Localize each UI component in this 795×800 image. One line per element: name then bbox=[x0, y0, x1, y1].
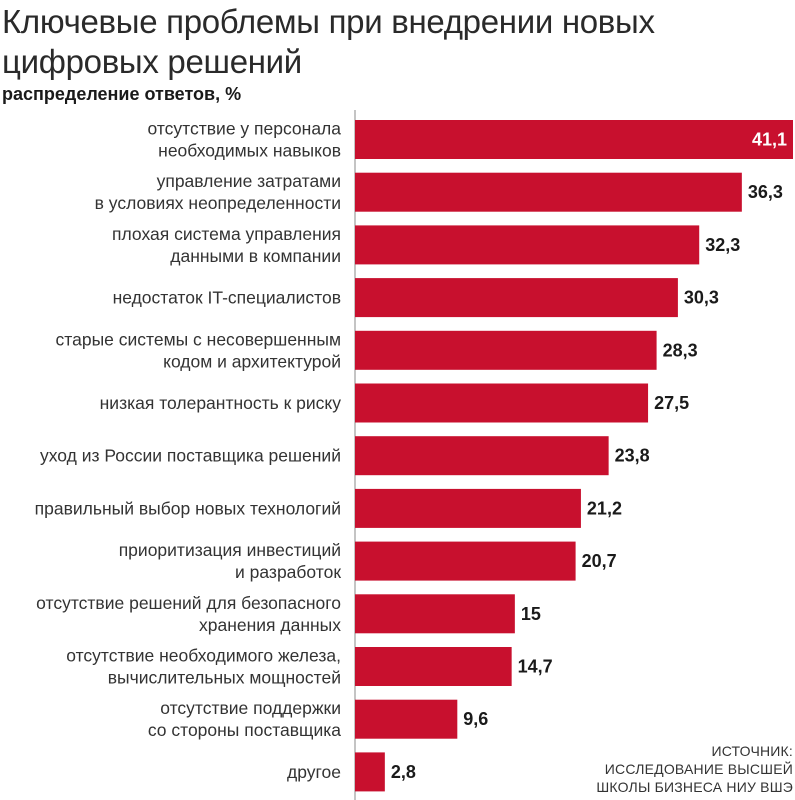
source-line-2: ИССЛЕДОВАНИЕ ВЫСШЕЙ bbox=[604, 761, 793, 777]
category-label-0-0: отсутствие у персонала bbox=[148, 119, 342, 139]
chart-title-line-2: цифровых решений bbox=[2, 43, 302, 80]
bar-0 bbox=[355, 120, 793, 159]
value-label-6: 23,8 bbox=[615, 446, 650, 466]
category-label-3-0: недостаток IT-специалистов bbox=[113, 288, 341, 308]
value-label-12: 2,8 bbox=[391, 762, 416, 782]
value-label-11: 9,6 bbox=[463, 709, 488, 729]
category-label-4-1: кодом и архитектурой bbox=[163, 351, 341, 371]
bar-1 bbox=[355, 172, 742, 212]
category-label-5-0: низкая толерантность к риску bbox=[100, 393, 342, 413]
category-label-9-1: хранения данных bbox=[199, 615, 341, 635]
bar-2 bbox=[355, 225, 700, 265]
bar-11 bbox=[355, 699, 458, 739]
bar-6 bbox=[355, 436, 609, 476]
category-label-2-1: данными в компании bbox=[170, 246, 341, 266]
category-label-11-0: отсутствие поддержки bbox=[160, 698, 341, 718]
bar-8 bbox=[355, 541, 576, 581]
category-label-8-0: приоритизация инвестиций bbox=[119, 540, 341, 560]
bar-3 bbox=[355, 278, 678, 318]
category-label-1-1: в условиях неопределенности bbox=[95, 193, 341, 213]
bar-5 bbox=[355, 383, 649, 423]
category-label-10-1: вычислительных мощностей bbox=[108, 668, 341, 688]
bar-7 bbox=[355, 488, 581, 528]
category-label-9-0: отсутствие решений для безопасного bbox=[36, 593, 341, 613]
category-label-0-1: необходимых навыков bbox=[158, 141, 341, 161]
category-label-8-1: и разработок bbox=[235, 562, 341, 582]
category-label-12-0: другое bbox=[287, 762, 341, 782]
value-label-0: 41,1 bbox=[752, 130, 787, 150]
value-label-3: 30,3 bbox=[684, 288, 719, 308]
chart-title-line-1: Ключевые проблемы при внедрении новых bbox=[2, 3, 655, 40]
category-label-1-0: управление затратами bbox=[157, 171, 341, 191]
category-label-10-0: отсутствие необходимого железа, bbox=[66, 646, 341, 666]
chart-title: Ключевые проблемы при внедрении новых ци… bbox=[2, 2, 782, 82]
value-label-8: 20,7 bbox=[582, 551, 617, 571]
value-label-5: 27,5 bbox=[654, 393, 689, 413]
bar-12 bbox=[355, 752, 385, 792]
value-label-9: 15 bbox=[521, 604, 541, 624]
category-label-6-0: уход из России поставщика решений bbox=[40, 446, 341, 466]
category-label-7-0: правильный выбор новых технологий bbox=[35, 498, 341, 518]
value-label-10: 14,7 bbox=[518, 657, 553, 677]
value-label-7: 21,2 bbox=[587, 498, 622, 518]
category-label-4-0: старые системы с несовершенным bbox=[56, 329, 341, 349]
source-line-1: ИСТОЧНИК: bbox=[711, 743, 793, 759]
source-note: ИСТОЧНИК: ИССЛЕДОВАНИЕ ВЫСШЕЙ ШКОЛЫ БИЗН… bbox=[596, 742, 793, 796]
chart-subtitle: распределение ответов, % bbox=[2, 84, 242, 104]
value-label-4: 28,3 bbox=[663, 340, 698, 360]
bar-9 bbox=[355, 594, 515, 634]
value-label-2: 32,3 bbox=[705, 235, 740, 255]
category-label-11-1: со стороны поставщика bbox=[148, 720, 341, 740]
source-line-3: ШКОЛЫ БИЗНЕСА НИУ ВШЭ bbox=[596, 779, 793, 795]
bar-10 bbox=[355, 647, 512, 686]
bar-4 bbox=[355, 330, 657, 370]
category-label-2-0: плохая система управления bbox=[112, 224, 341, 244]
value-label-1: 36,3 bbox=[748, 182, 783, 202]
